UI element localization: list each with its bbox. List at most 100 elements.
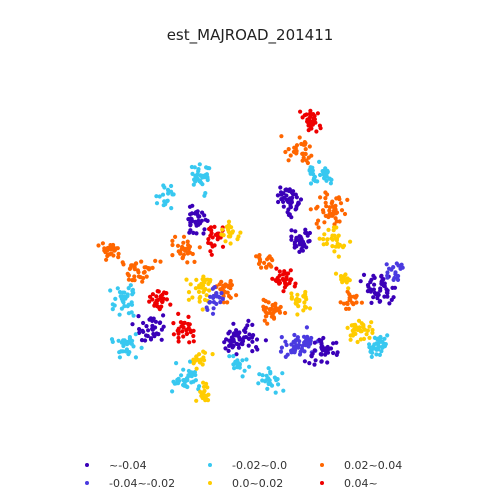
map-point <box>281 199 286 204</box>
map-point <box>211 300 216 305</box>
map-point <box>127 266 132 271</box>
map-point <box>330 237 335 242</box>
map-point <box>382 294 387 299</box>
map-point <box>317 337 322 342</box>
map-point <box>139 345 144 350</box>
map-point <box>203 396 208 401</box>
map-point <box>197 296 202 301</box>
map-point <box>113 296 118 301</box>
map-point <box>126 311 131 316</box>
map-point <box>367 324 372 329</box>
map-point <box>205 385 210 390</box>
map-point <box>342 211 348 217</box>
map-point <box>316 218 321 223</box>
map-point <box>310 168 315 173</box>
map-point <box>247 332 252 337</box>
map-point <box>279 345 284 350</box>
map-point <box>312 362 317 367</box>
map-point <box>304 112 309 117</box>
map-point <box>385 270 390 275</box>
map-point <box>399 262 404 267</box>
map-point <box>202 227 207 232</box>
map-point <box>166 191 171 196</box>
map-point <box>157 307 162 312</box>
map-point <box>202 193 207 198</box>
map-point <box>270 303 275 308</box>
map-point <box>205 177 210 183</box>
map-point <box>236 364 241 369</box>
map-point <box>221 300 226 305</box>
map-point <box>129 302 135 307</box>
map-point <box>191 339 196 344</box>
map-point <box>176 249 181 254</box>
map-point <box>240 358 245 363</box>
map-point <box>303 227 308 232</box>
map-point <box>226 219 232 224</box>
map-point <box>199 391 205 397</box>
map-point <box>174 361 179 366</box>
legend-item: 0.04~ <box>320 476 378 490</box>
map-point <box>359 300 364 305</box>
map-point <box>325 237 330 242</box>
map-point <box>191 182 196 187</box>
map-point <box>213 232 218 237</box>
map-point <box>295 335 300 340</box>
map-point <box>197 299 202 304</box>
map-point <box>294 204 299 209</box>
map-point <box>294 235 299 240</box>
map-point <box>228 241 233 246</box>
map-point <box>279 335 284 340</box>
map-point <box>139 259 144 264</box>
map-point <box>192 259 197 264</box>
map-point <box>186 290 192 295</box>
map-point <box>391 265 396 270</box>
map-point <box>189 211 195 216</box>
map-point <box>328 346 334 351</box>
map-point <box>391 295 396 300</box>
map-point <box>228 341 233 346</box>
map-point <box>218 300 223 305</box>
map-point <box>281 195 287 200</box>
map-point <box>288 268 293 273</box>
map-point <box>292 145 297 150</box>
map-point <box>393 270 398 275</box>
map-point <box>147 294 153 299</box>
map-point <box>335 350 340 355</box>
map-point <box>193 372 198 378</box>
map-point <box>289 277 294 282</box>
map-point <box>286 207 291 212</box>
map-point <box>157 320 162 326</box>
map-point <box>385 333 390 338</box>
map-point <box>228 295 233 300</box>
map-point <box>307 230 312 236</box>
legend-label: ~-0.04 <box>109 458 147 472</box>
map-point <box>196 285 202 290</box>
map-point <box>137 330 142 335</box>
map-point <box>236 345 241 350</box>
map-point <box>197 245 202 250</box>
map-point <box>150 292 155 297</box>
map-point <box>117 312 122 317</box>
map-point <box>155 298 161 303</box>
map-point <box>200 307 205 312</box>
map-point <box>354 300 359 305</box>
map-point <box>171 379 176 384</box>
map-point <box>151 316 156 321</box>
map-point <box>312 340 317 345</box>
map-point <box>285 188 290 193</box>
map-point <box>135 268 140 273</box>
map-point <box>194 366 199 371</box>
map-point <box>278 349 284 354</box>
map-point <box>361 336 367 341</box>
map-point <box>125 271 130 276</box>
map-point <box>210 352 215 357</box>
map-point <box>293 301 298 306</box>
map-point <box>186 368 191 374</box>
map-point <box>278 185 283 190</box>
map-point <box>297 352 303 357</box>
map-point <box>327 176 332 181</box>
map-point <box>334 225 339 230</box>
map-point <box>157 194 162 199</box>
legend-label: 0.02~0.04 <box>344 458 403 472</box>
map-point <box>136 274 141 279</box>
